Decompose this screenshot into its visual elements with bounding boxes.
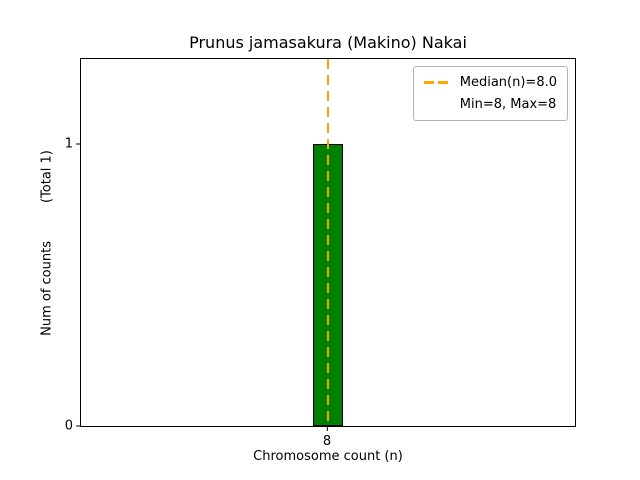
x-axis-label: Chromosome count (n): [253, 449, 403, 464]
x-tick-mark: [326, 427, 328, 431]
y-tick-0: 0: [65, 419, 80, 434]
y-tick-mark: [76, 425, 80, 427]
legend: Median(n)=8.0 Min=8, Max=8: [412, 66, 568, 121]
legend-empty-swatch: [424, 103, 452, 106]
y-tick-label-1: 1: [64, 136, 73, 152]
median-dashed-line-swatch: [423, 81, 452, 84]
legend-entry-minmax: Min=8, Max=8: [424, 97, 557, 112]
y-axis-label-text: Num of counts: [39, 241, 55, 336]
axes: Median(n)=8.0 Min=8, Max=8: [80, 58, 576, 427]
y-tick-1: 1: [65, 136, 80, 151]
legend-entry-median: Median(n)=8.0: [423, 75, 557, 90]
x-tick-8: 8: [323, 427, 331, 449]
y-tick-label-0: 0: [64, 418, 73, 434]
y-axis-label: Num of counts (Total 1): [40, 150, 55, 336]
legend-label-minmax: Min=8, Max=8: [459, 97, 557, 112]
chart-title: Prunus jamasakura (Makino) Nakai: [189, 33, 467, 52]
x-tick-label-8: 8: [322, 434, 332, 449]
legend-label-median: Median(n)=8.0: [459, 75, 557, 90]
y-tick-mark: [76, 143, 80, 145]
median-line: [327, 59, 329, 426]
y-axis-total-note: (Total 1): [39, 150, 55, 204]
